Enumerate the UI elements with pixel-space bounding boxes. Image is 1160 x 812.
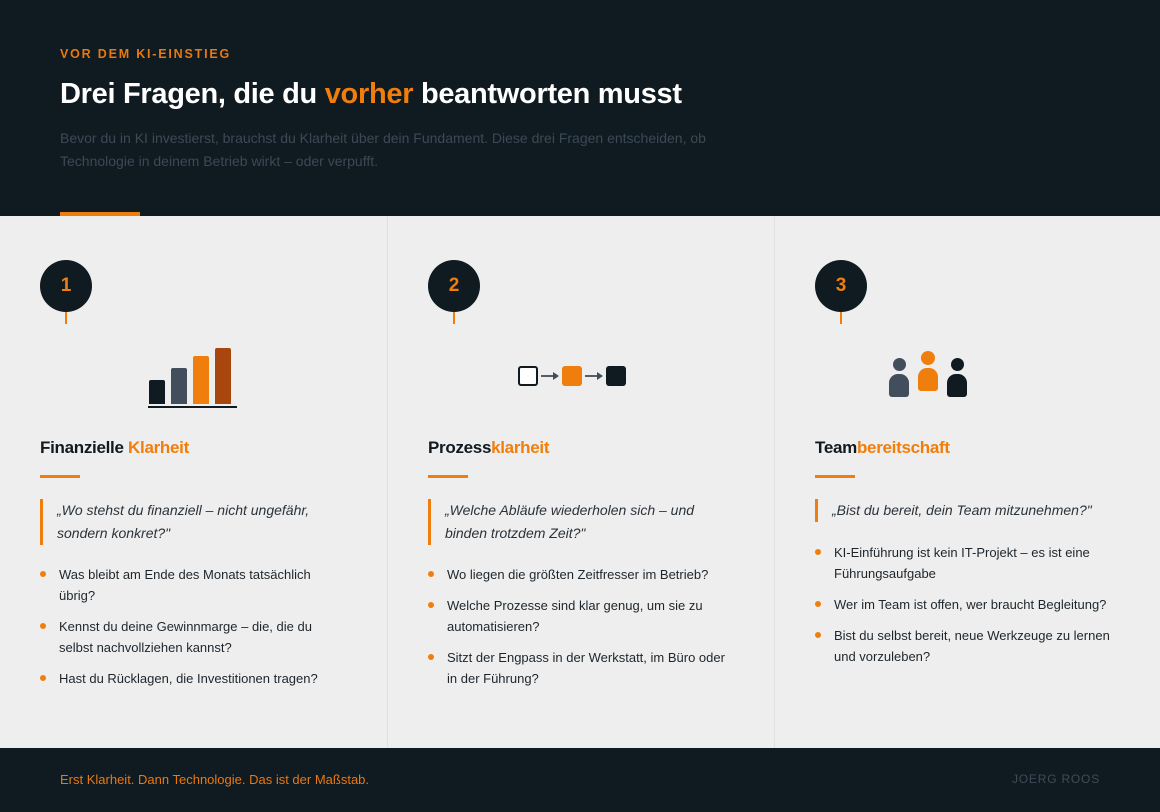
sub-question-list: Was bleibt am Ende des Monats tatsächlic…	[40, 564, 340, 699]
step-number-badge: 1	[40, 260, 92, 312]
step-number-badge: 2	[428, 260, 480, 312]
page-title: Drei Fragen, die du vorher beantworten m…	[60, 78, 682, 111]
card-title-accent: bereitschaft	[856, 438, 950, 457]
card-title-accent: klarheit	[491, 438, 550, 457]
card-title: Prozessklarheit	[428, 438, 549, 458]
process-flow-icon	[518, 366, 626, 386]
footer: Erst Klarheit. Dann Technologie. Das ist…	[0, 748, 1160, 812]
question-card-team: 3 Teambereitschaft „Bist du bereit, dein…	[774, 216, 1160, 748]
intro-text: Bevor du in KI investierst, brauchst du …	[60, 130, 706, 169]
questions-grid: 1 Finanzielle Klarheit „Wo stehst du fin…	[0, 216, 1160, 748]
flow-step-start	[518, 366, 538, 386]
step-number-badge: 3	[815, 260, 867, 312]
bar-chart-icon	[148, 346, 238, 408]
question-card-process: 2 Prozessklarheit „Welche Abläufe wieder…	[387, 216, 774, 748]
title-underline	[40, 475, 80, 478]
sub-question-list: Wo liegen die größten Zeitfresser im Bet…	[428, 564, 728, 699]
card-title-accent: Klarheit	[128, 438, 189, 457]
bar-4	[215, 348, 231, 404]
card-title-text: Prozess	[428, 438, 492, 457]
card-title-text: Team	[815, 438, 857, 457]
badge-stem	[453, 312, 455, 324]
key-question-quote: „Wo stehst du finanziell – nicht ungefäh…	[40, 499, 340, 545]
key-question-quote: „Bist du bereit, dein Team mitzunehmen?"	[815, 499, 1115, 522]
list-item: Wo liegen die größten Zeitfresser im Bet…	[428, 564, 728, 585]
card-title: Finanzielle Klarheit	[40, 438, 189, 458]
bar-2	[171, 368, 187, 404]
person-icon	[889, 358, 909, 397]
sub-question-list: KI-Einführung ist kein IT-Projekt – es i…	[815, 542, 1115, 677]
title-underline	[428, 475, 468, 478]
card-title-text: Finanzielle	[40, 438, 129, 457]
list-item: KI-Einführung ist kein IT-Projekt – es i…	[815, 542, 1115, 584]
eyebrow-label: VOR DEM KI-EINSTIEG	[60, 47, 232, 61]
flow-step-middle	[562, 366, 582, 386]
team-icon	[889, 349, 967, 397]
hero-header: VOR DEM KI-EINSTIEG Drei Fragen, die du …	[0, 0, 1160, 216]
list-item: Hast du Rücklagen, die Investitionen tra…	[40, 668, 340, 689]
list-item: Was bleibt am Ende des Monats tatsächlic…	[40, 564, 340, 606]
list-item: Welche Prozesse sind klar genug, um sie …	[428, 595, 728, 637]
list-item: Wer im Team ist offen, wer braucht Begle…	[815, 594, 1115, 615]
bar-3	[193, 356, 209, 404]
title-underline	[815, 475, 855, 478]
title-text: Drei Fragen, die du	[60, 78, 325, 110]
arrow-right-icon	[538, 372, 562, 380]
list-item: Bist du selbst bereit, neue Werkzeuge zu…	[815, 625, 1115, 667]
person-icon-highlight	[918, 351, 938, 391]
arrow-right-icon	[582, 372, 606, 380]
brand-name: JOERG ROOS	[1011, 772, 1100, 786]
person-icon	[947, 358, 967, 397]
badge-stem	[65, 312, 67, 324]
accent-bar	[60, 212, 140, 216]
title-accent: vorher	[324, 78, 414, 110]
footer-tagline: Erst Klarheit. Dann Technologie. Das ist…	[60, 772, 370, 787]
question-card-financial: 1 Finanzielle Klarheit „Wo stehst du fin…	[0, 216, 387, 748]
list-item: Sitzt der Engpass in der Werkstatt, im B…	[428, 647, 728, 689]
flow-step-end	[606, 366, 626, 386]
card-title: Teambereitschaft	[815, 438, 950, 458]
chart-baseline	[148, 406, 237, 408]
title-text-end: beantworten musst	[413, 78, 682, 110]
list-item: Kennst du deine Gewinnmarge – die, die d…	[40, 616, 340, 658]
key-question-quote: „Welche Abläufe wiederholen sich – und b…	[428, 499, 728, 545]
bar-1	[149, 380, 165, 404]
badge-stem	[840, 312, 842, 324]
